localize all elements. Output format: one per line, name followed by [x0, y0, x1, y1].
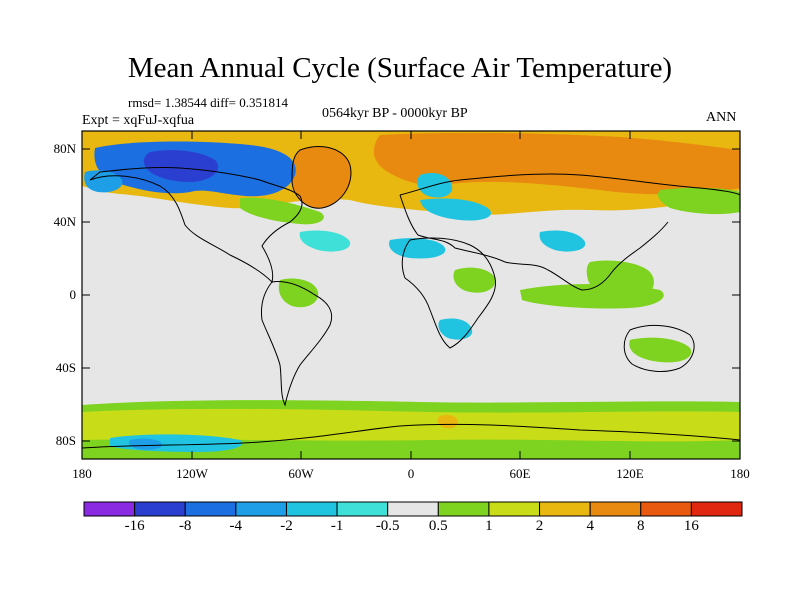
colorbar-box — [83, 501, 136, 517]
antarctic-blue-spot — [128, 438, 163, 450]
colorbar-label: 1 — [485, 518, 493, 534]
lon-label-0: 0 — [407, 466, 415, 481]
colorbar-box — [488, 501, 541, 517]
period-label: 0564kyr BP - 0000kyr BP — [322, 106, 468, 121]
colorbar-label: 8 — [637, 518, 645, 534]
colorbar-box — [437, 501, 490, 517]
colorbar-box — [184, 501, 237, 517]
lon-label-180w: 180 — [72, 466, 92, 481]
coast-antarctica — [82, 423, 740, 449]
coast-greenland — [291, 146, 352, 209]
amazon-green — [278, 278, 319, 308]
coast-north-america — [89, 166, 303, 283]
colorbar-label: -4 — [229, 518, 243, 534]
colorbar-label: 0.5 — [428, 518, 448, 534]
axis-ticks — [81, 131, 741, 459]
colorbar-label: -2 — [280, 518, 293, 534]
asia-cyan — [539, 230, 586, 252]
colorbar-box — [134, 501, 186, 517]
colorbar-label: 2 — [535, 518, 544, 534]
weddell-warm-spot — [437, 414, 458, 429]
lon-label-120e: 120E — [616, 466, 644, 481]
australia-green — [629, 337, 692, 363]
lat-label-80s: 80S — [55, 433, 76, 448]
greenland-warm — [292, 146, 351, 209]
southern-africa-cyan — [438, 318, 473, 340]
europe-cyan — [420, 198, 491, 221]
colorbar-box — [640, 501, 692, 517]
colorbar-box — [285, 501, 338, 517]
lat-label-80n: 80N — [53, 141, 76, 156]
colorbar — [83, 501, 743, 517]
lat-label-40s: 40S — [55, 360, 76, 375]
plot-title: Mean Annual Cycle (Surface Air Temperatu… — [127, 52, 673, 84]
colorbar-label: -8 — [178, 518, 192, 534]
colorbar-label: -0.5 — [375, 518, 400, 534]
eastern-pacific-cyan — [299, 230, 351, 252]
colorbar-box — [539, 501, 591, 517]
colorbar-box — [235, 501, 287, 517]
season-label: ANN — [706, 110, 737, 125]
siberia-strong-warm — [373, 132, 740, 195]
experiment-label: Expt = xqFuJ-xqfua — [82, 113, 195, 128]
colorbar-box — [690, 501, 743, 517]
colorbar-box — [589, 501, 642, 517]
lon-label-180e: 180 — [730, 466, 750, 481]
lon-label-60w: 60W — [288, 466, 314, 481]
coast-south-america — [261, 281, 333, 407]
colorbar-label: 16 — [683, 518, 699, 534]
north-atlantic-green — [240, 197, 324, 225]
coastlines — [82, 146, 740, 449]
colorbar-label: 4 — [586, 518, 594, 534]
coast-australia — [623, 325, 695, 372]
colorbar-box — [336, 501, 389, 517]
lon-label-120w: 120W — [176, 466, 208, 481]
colorbar-label: -16 — [124, 518, 145, 534]
nw-pacific-green — [658, 187, 740, 215]
colorbar-box — [387, 501, 439, 517]
lat-label-0: 0 — [69, 287, 77, 302]
lon-label-60e: 60E — [509, 466, 531, 481]
stats-line: rmsd= 1.38544 diff= 0.351814 — [128, 95, 288, 110]
sahel-green — [453, 267, 496, 293]
colorbar-label: -1 — [330, 518, 344, 534]
northamerica-cold-core — [143, 150, 219, 182]
maritime-continent-green — [586, 260, 654, 303]
anomaly-field — [82, 131, 740, 459]
lat-label-40n: 40N — [53, 214, 76, 229]
coast-africa — [401, 237, 497, 349]
